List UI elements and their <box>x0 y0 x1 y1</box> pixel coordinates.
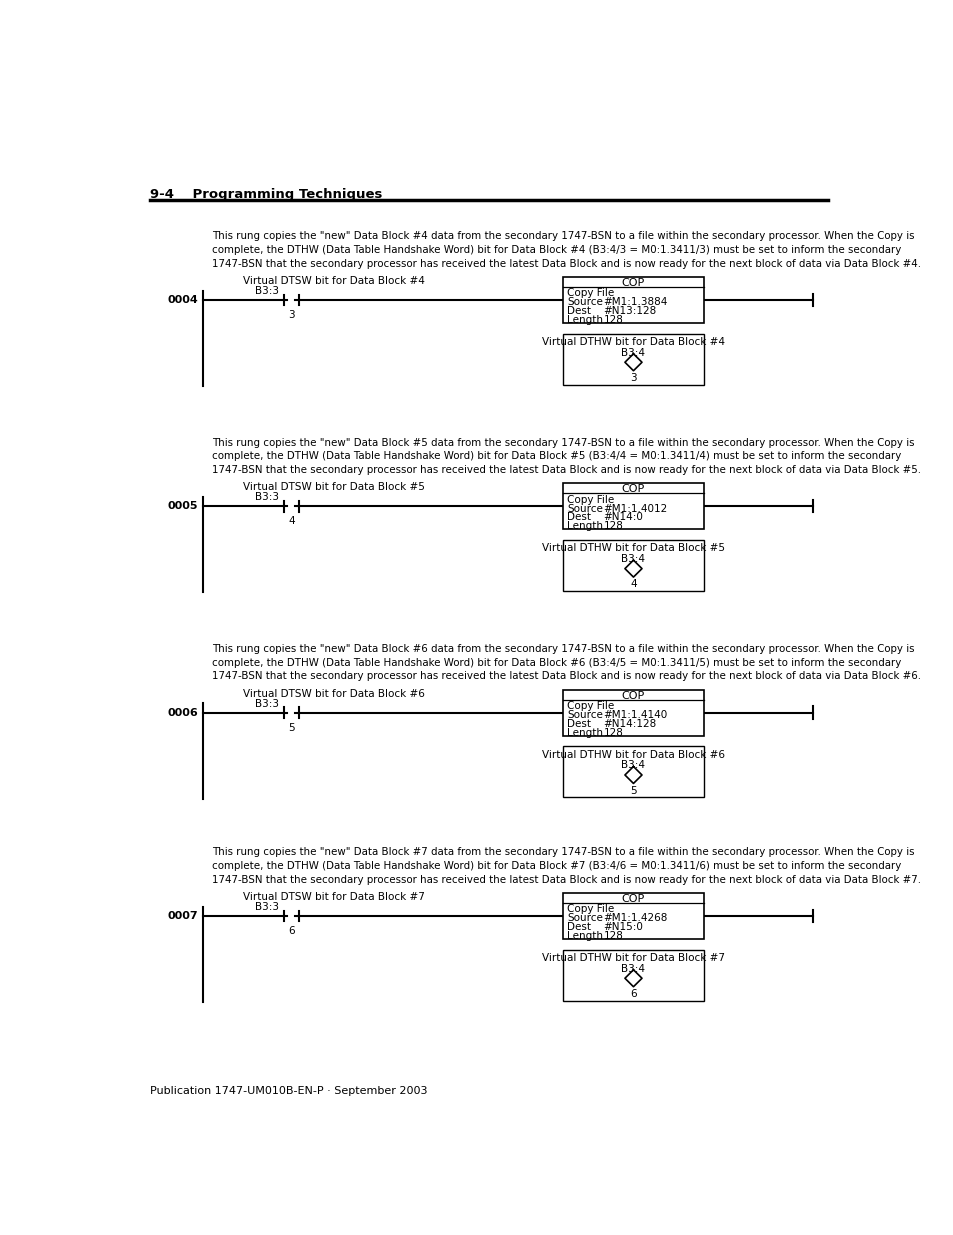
Text: Source: Source <box>567 710 602 720</box>
Text: Publication 1747-UM010B-EN-P · September 2003: Publication 1747-UM010B-EN-P · September… <box>150 1086 427 1095</box>
Text: Dest: Dest <box>567 719 591 729</box>
Bar <box>562 893 703 939</box>
Text: B3:4: B3:4 <box>620 761 645 771</box>
Text: Length: Length <box>567 931 602 941</box>
Text: Virtual DTHW bit for Data Block #5: Virtual DTHW bit for Data Block #5 <box>541 543 724 553</box>
Text: This rung copies the "new" Data Block #4 data from the secondary 1747-BSN to a f: This rung copies the "new" Data Block #4… <box>212 231 921 268</box>
Text: This rung copies the "new" Data Block #7 data from the secondary 1747-BSN to a f: This rung copies the "new" Data Block #7… <box>212 847 921 884</box>
Text: B3:3: B3:3 <box>254 699 278 709</box>
Text: 128: 128 <box>603 931 623 941</box>
Text: Dest: Dest <box>567 306 591 316</box>
Text: Virtual DTSW bit for Data Block #7: Virtual DTSW bit for Data Block #7 <box>243 892 425 902</box>
Bar <box>562 689 703 736</box>
Text: #M1:1.4012: #M1:1.4012 <box>603 504 667 514</box>
Text: 0004: 0004 <box>167 295 198 305</box>
Text: 5: 5 <box>630 785 636 795</box>
Text: 0007: 0007 <box>167 911 197 921</box>
Text: 6: 6 <box>288 926 294 936</box>
Text: Length: Length <box>567 727 602 737</box>
Bar <box>562 333 703 384</box>
Text: #N15:0: #N15:0 <box>603 923 643 932</box>
Text: #N13:128: #N13:128 <box>603 306 657 316</box>
Text: COP: COP <box>621 894 644 904</box>
Text: B3:3: B3:3 <box>254 902 278 911</box>
Text: Virtual DTSW bit for Data Block #4: Virtual DTSW bit for Data Block #4 <box>243 275 425 287</box>
Text: Length: Length <box>567 521 602 531</box>
Text: #M1:1.3884: #M1:1.3884 <box>603 298 667 308</box>
Text: 3: 3 <box>288 310 294 320</box>
Text: COP: COP <box>621 690 644 700</box>
Text: B3:3: B3:3 <box>254 493 278 503</box>
Text: Source: Source <box>567 504 602 514</box>
Text: Copy File: Copy File <box>567 701 614 711</box>
Text: Virtual DTSW bit for Data Block #5: Virtual DTSW bit for Data Block #5 <box>243 483 425 493</box>
Text: Copy File: Copy File <box>567 904 614 914</box>
Text: 6: 6 <box>630 989 636 999</box>
Text: B3:4: B3:4 <box>620 347 645 358</box>
Text: Copy File: Copy File <box>567 495 614 505</box>
Text: 3: 3 <box>630 373 636 383</box>
Text: Dest: Dest <box>567 513 591 522</box>
Text: 128: 128 <box>603 315 623 325</box>
Text: Copy File: Copy File <box>567 288 614 299</box>
Text: 128: 128 <box>603 727 623 737</box>
Text: This rung copies the "new" Data Block #6 data from the secondary 1747-BSN to a f: This rung copies the "new" Data Block #6… <box>212 645 921 682</box>
Text: 4: 4 <box>630 579 636 589</box>
Text: #M1:1.4268: #M1:1.4268 <box>603 913 667 924</box>
Text: COP: COP <box>621 278 644 288</box>
Text: Virtual DTHW bit for Data Block #4: Virtual DTHW bit for Data Block #4 <box>541 337 724 347</box>
Bar <box>562 746 703 798</box>
Text: 4: 4 <box>288 516 294 526</box>
Text: 128: 128 <box>603 521 623 531</box>
Text: 9-4    Programming Techniques: 9-4 Programming Techniques <box>150 188 382 201</box>
Text: Virtual DTSW bit for Data Block #6: Virtual DTSW bit for Data Block #6 <box>243 689 425 699</box>
Text: 0006: 0006 <box>167 708 198 718</box>
Text: This rung copies the "new" Data Block #5 data from the secondary 1747-BSN to a f: This rung copies the "new" Data Block #5… <box>212 437 921 475</box>
Text: Virtual DTHW bit for Data Block #7: Virtual DTHW bit for Data Block #7 <box>541 953 724 963</box>
Text: B3:3: B3:3 <box>254 287 278 296</box>
Bar <box>562 950 703 1000</box>
Text: #M1:1.4140: #M1:1.4140 <box>603 710 667 720</box>
Text: 0005: 0005 <box>167 501 197 511</box>
Text: B3:4: B3:4 <box>620 555 645 564</box>
Text: Dest: Dest <box>567 923 591 932</box>
Text: COP: COP <box>621 484 644 494</box>
Bar <box>562 540 703 592</box>
Text: #N14:0: #N14:0 <box>603 513 643 522</box>
Text: B3:4: B3:4 <box>620 963 645 973</box>
Text: Length: Length <box>567 315 602 325</box>
Text: #N14:128: #N14:128 <box>603 719 657 729</box>
Text: Virtual DTHW bit for Data Block #6: Virtual DTHW bit for Data Block #6 <box>541 750 724 760</box>
Text: Source: Source <box>567 913 602 924</box>
Text: 5: 5 <box>288 722 294 732</box>
Bar <box>562 277 703 324</box>
Bar <box>562 483 703 530</box>
Text: Source: Source <box>567 298 602 308</box>
